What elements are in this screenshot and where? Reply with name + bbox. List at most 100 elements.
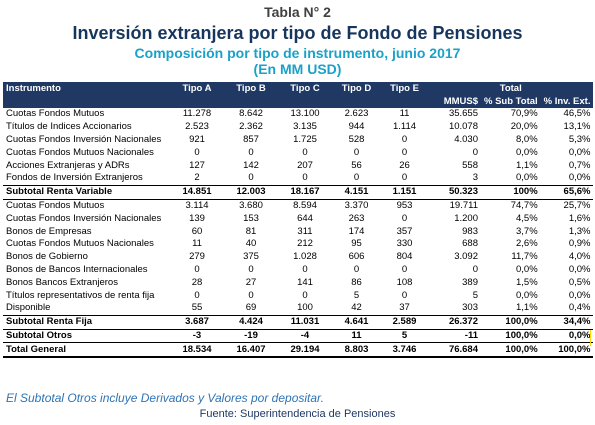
- tipo-a-value: 0: [194, 289, 200, 301]
- pct-inv-ext-value: 0,0%: [568, 146, 591, 158]
- tipo-e-value: 3.746: [381, 342, 428, 359]
- total-mmus-value: 10.078: [448, 121, 478, 133]
- tipo-c-value: 644: [297, 212, 313, 224]
- pct-inv-ext-value: 1,6%: [568, 212, 591, 224]
- pct-inv-ext-value: 0,5%: [568, 276, 591, 288]
- total-mmus-value: 688: [462, 238, 478, 250]
- tipo-a-value: 60: [191, 225, 203, 237]
- tipo-d-value: 86: [351, 276, 362, 288]
- table-row: Bonos de Bancos Internacionales 0 0 0 0 0 0 0,0…: [3, 264, 593, 277]
- total-mmus-value: 1.200: [454, 212, 478, 224]
- tipo-b-value: 375: [243, 251, 259, 263]
- table-row: Acciones Extranjeras y ADRs 127 142 207 56 26…: [3, 159, 593, 172]
- col-header-pct-inv-ext: % Inv. Ext.: [540, 95, 594, 108]
- pct-inv-ext-value: 25,7%: [563, 199, 591, 211]
- pct-inv-ext-value: 46,5%: [563, 108, 591, 120]
- subheader-blank: [332, 95, 381, 108]
- pct-subtotal-value: 2,6%: [516, 238, 538, 250]
- instrument-name: Total General: [3, 342, 170, 359]
- total-mmus-value: 19.711: [449, 199, 478, 211]
- instrument-name: Bonos de Empresas: [6, 225, 92, 237]
- tipo-c-value: 311: [297, 225, 313, 237]
- subheader-blank: [224, 95, 278, 108]
- tipo-a-value: 11.278: [182, 108, 212, 120]
- tipo-d-value: 606: [348, 251, 365, 263]
- table-subtitle: Composición por tipo de instrumento, jun…: [134, 45, 461, 61]
- tipo-e-value: 108: [396, 276, 413, 288]
- tipo-c-value: 0: [302, 289, 308, 301]
- total-mmus-value: 26.372: [428, 314, 481, 330]
- table-note: El Subtotal Otros incluye Derivados y Va…: [6, 391, 324, 405]
- col-header-instrumento: Instrumento: [3, 82, 170, 95]
- tipo-b-value: 153: [243, 212, 259, 224]
- pct-subtotal-value: 70,9%: [510, 108, 538, 120]
- tipo-a-value: 2.523: [185, 121, 209, 133]
- tipo-c-value: 29.194: [278, 342, 332, 359]
- total-mmus-value: 76.684: [428, 342, 481, 359]
- pct-inv-ext-value: 0,0%: [568, 172, 591, 184]
- pct-inv-ext-value: 0,0%: [540, 328, 594, 344]
- tipo-c-value: 212: [297, 238, 313, 250]
- pct-subtotal-value: 11,7%: [511, 251, 538, 263]
- tipo-a-value: 3.114: [185, 199, 209, 211]
- total-mmus-value: 983: [462, 225, 478, 237]
- subtotal-row: Subtotal Otros -3 -19 -4 11 5 -11 100,0% 0,0%: [3, 328, 594, 344]
- tipo-c-value: 0: [302, 263, 308, 275]
- tipo-c-value: 1.725: [293, 133, 317, 145]
- tipo-a-value: -3: [170, 328, 224, 344]
- total-mmus-value: 4.030: [454, 133, 478, 145]
- table-row: Cuotas Fondos Mutuos 11.278 8.642 13.100 2.6…: [3, 108, 593, 121]
- instrument-name: Bonos de Bancos Internacionales: [6, 263, 148, 275]
- pct-subtotal-value: 74,7%: [510, 199, 538, 211]
- tipo-d-value: 263: [348, 212, 365, 224]
- pct-inv-ext-value: 0,0%: [568, 263, 591, 275]
- tipo-e-value: 5: [381, 328, 428, 344]
- table-row: Bonos de Gobierno 279 375 1.028 606 804 3.092 1…: [3, 251, 593, 264]
- pct-subtotal-value: 3,7%: [516, 225, 538, 237]
- total-mmus-value: 3: [472, 172, 478, 184]
- tipo-e-value: 26: [399, 159, 410, 171]
- tipo-a-value: 3.687: [170, 314, 224, 330]
- tipo-d-value: 174: [348, 225, 365, 237]
- table-row: Cuotas Fondos Inversión Nacionales 139 153…: [3, 212, 593, 225]
- tipo-a-value: 139: [189, 212, 205, 224]
- table-row: Cuotas Fondos Mutuos Nacionales 0 0 0 0 0 0 0,0…: [3, 146, 593, 159]
- table-row: Fondos de Inversión Extranjeros 2 0 0 0 0 3 0,0…: [3, 172, 593, 185]
- tipo-a-value: 921: [189, 133, 205, 145]
- instrument-name: Bonos de Gobierno: [6, 251, 88, 263]
- tipo-a-value: 2: [194, 172, 200, 184]
- pct-subtotal-value: 100%: [481, 184, 541, 200]
- total-mmus-value: 303: [462, 302, 478, 314]
- tipo-d-value: 4.641: [332, 314, 381, 330]
- tipo-c-value: 0: [302, 172, 308, 184]
- tipo-a-value: 127: [189, 159, 205, 171]
- subheader-blank: [278, 95, 332, 108]
- col-header-total: Total: [428, 82, 594, 95]
- tipo-a-value: 14.851: [170, 184, 224, 200]
- tipo-d-value: 0: [353, 146, 360, 158]
- subtotal-row: Subtotal Renta Variable 14.851 12.003 18.16…: [3, 184, 594, 200]
- pct-inv-ext-value: 100,0%: [540, 342, 594, 359]
- subheader-row: MMUS$ % Sub Total % Inv. Ext.: [3, 95, 594, 108]
- instrument-name: Subtotal Renta Fija: [3, 314, 170, 330]
- col-header-tipo-d: Tipo D: [332, 82, 381, 95]
- tipo-c-value: -4: [278, 328, 332, 344]
- pct-subtotal-value: 0,0%: [516, 263, 538, 275]
- pct-inv-ext-value: 0,7%: [568, 159, 591, 171]
- tipo-d-value: 4.151: [332, 184, 381, 200]
- total-mmus-value: 389: [462, 276, 478, 288]
- tipo-e-value: 953: [396, 199, 413, 211]
- instrument-name: Subtotal Renta Variable: [3, 184, 170, 200]
- pct-subtotal-value: 1,5%: [516, 276, 538, 288]
- tipo-b-value: 0: [248, 172, 254, 184]
- total-mmus-value: 558: [462, 159, 478, 171]
- tipo-e-value: 0: [401, 172, 408, 184]
- total-mmus-value: -11: [428, 328, 481, 344]
- subtotal-row: Subtotal Renta Fija 3.687 4.424 11.031 4.641…: [3, 314, 594, 330]
- total-mmus-value: 35.655: [448, 108, 478, 120]
- decorative-marker: [590, 330, 591, 346]
- table-row: Cuotas Fondos Inversión Nacionales 921 857…: [3, 134, 593, 147]
- tipo-e-value: 1.114: [392, 121, 417, 133]
- pct-subtotal-value: 100,0%: [481, 342, 541, 359]
- tipo-e-value: 330: [396, 238, 413, 250]
